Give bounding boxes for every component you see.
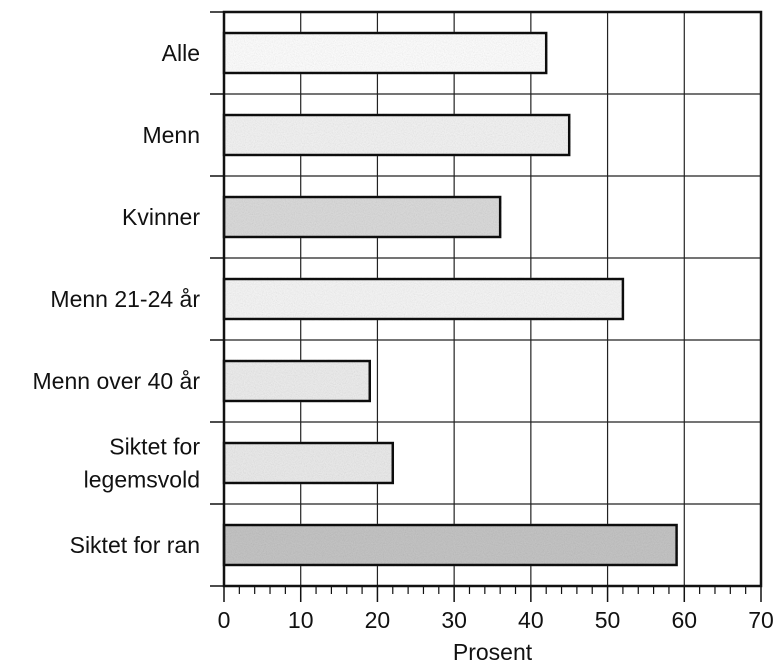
- bar: [222, 523, 678, 567]
- bars: [222, 31, 678, 567]
- x-axis-title: Prosent: [453, 639, 533, 665]
- x-tick-label: 40: [518, 607, 544, 633]
- x-tick-label: 10: [288, 607, 314, 633]
- bar: [222, 277, 625, 321]
- x-tick-label: 60: [671, 607, 697, 633]
- category-labels: Alle Menn Kvinner Menn 21-24 år Menn over 40…: [33, 40, 201, 558]
- category-label: Menn: [142, 122, 200, 148]
- category-label: Alle: [162, 40, 200, 66]
- x-axis: 0 10 20 30 40 50 60 70: [210, 11, 774, 633]
- bar: [222, 113, 571, 157]
- x-tick-label: 30: [441, 607, 467, 633]
- category-label: Kvinner: [122, 204, 200, 230]
- x-tick-label: 0: [218, 607, 231, 633]
- x-tick-label: 20: [365, 607, 391, 633]
- category-label: Menn over 40 år: [33, 368, 201, 394]
- x-tick-label: 50: [595, 607, 621, 633]
- category-label: Siktet for: [109, 434, 200, 460]
- plot-frame: [222, 10, 763, 588]
- category-label: Siktet for ran: [70, 532, 200, 558]
- category-label: legemsvold: [84, 467, 200, 493]
- bar: [222, 195, 502, 239]
- x-tick-label: 70: [748, 607, 774, 633]
- bar: [222, 359, 372, 403]
- category-label: Menn 21-24 år: [50, 286, 200, 312]
- bar: [222, 441, 395, 485]
- bar: [222, 31, 548, 75]
